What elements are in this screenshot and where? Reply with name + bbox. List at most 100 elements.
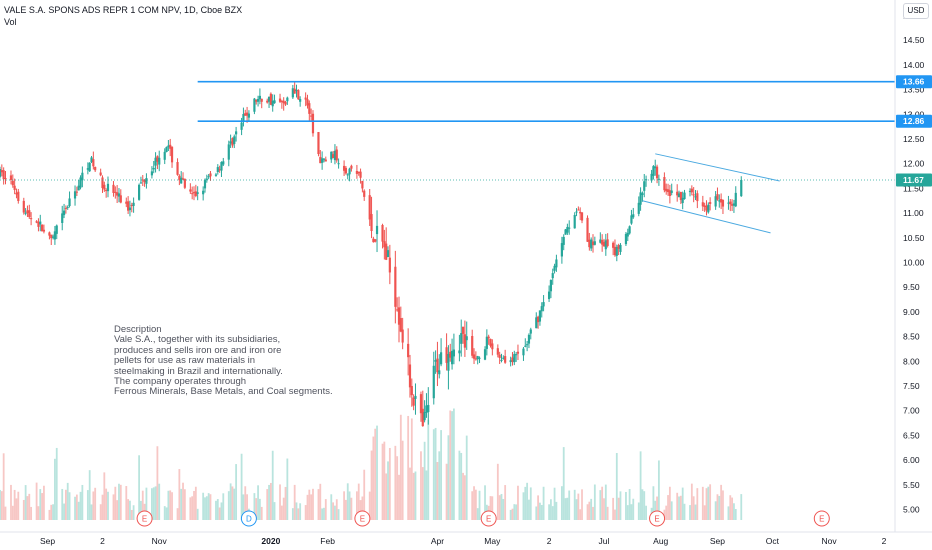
currency-button[interactable]: USD xyxy=(903,3,929,19)
volume-bar xyxy=(323,507,325,520)
volume-bar xyxy=(204,497,206,520)
earnings-marker[interactable]: E xyxy=(480,510,497,527)
candle xyxy=(322,158,326,163)
candle xyxy=(106,176,110,198)
candle-body xyxy=(30,218,33,220)
volume-bar xyxy=(55,447,58,520)
candle xyxy=(169,138,172,157)
candle xyxy=(439,338,443,367)
volume-bar xyxy=(346,483,349,520)
channel-upper-line[interactable] xyxy=(655,153,780,182)
earnings-marker[interactable]: E xyxy=(136,510,153,527)
volume-bar xyxy=(222,493,225,520)
candle-body xyxy=(253,98,256,112)
volume-bar xyxy=(233,488,236,520)
price-tick-label: 11.00 xyxy=(903,208,924,218)
candle-body xyxy=(657,178,660,180)
candle xyxy=(86,162,89,175)
candle xyxy=(419,391,423,422)
candle xyxy=(165,146,168,153)
candle-body xyxy=(619,244,622,252)
candle xyxy=(436,341,439,387)
candle xyxy=(101,175,104,193)
volume-bar xyxy=(500,493,503,520)
candle-body xyxy=(463,334,466,348)
candle-body xyxy=(579,211,582,214)
candle xyxy=(79,175,82,190)
candle-body xyxy=(566,226,569,233)
volume-bar xyxy=(641,489,644,520)
candle xyxy=(216,164,219,175)
candle-body xyxy=(740,180,743,197)
candle-body xyxy=(386,250,390,258)
candle-body xyxy=(434,360,437,362)
candle-body xyxy=(363,190,366,197)
candle-body xyxy=(447,353,450,371)
candle xyxy=(141,175,144,187)
candle xyxy=(180,171,183,184)
candle xyxy=(357,171,360,176)
price-tag-bg xyxy=(896,75,932,89)
candle-body xyxy=(51,236,55,238)
volume-bar xyxy=(440,430,442,520)
candle xyxy=(28,204,31,219)
candle-body xyxy=(498,354,501,358)
volume-bar xyxy=(118,483,120,520)
volume-bar xyxy=(535,506,538,520)
candle-body xyxy=(423,411,426,421)
volume-bar xyxy=(209,494,212,520)
candle xyxy=(105,188,108,198)
candle xyxy=(278,93,282,103)
volume-bar xyxy=(445,463,448,520)
dividend-marker[interactable]: D xyxy=(240,510,257,527)
candle-body xyxy=(540,306,543,312)
candle-body xyxy=(310,115,313,117)
candle-body xyxy=(240,122,243,130)
channel-lower-line[interactable] xyxy=(642,200,771,234)
candle-body xyxy=(679,192,682,201)
volume-bar xyxy=(471,491,474,520)
drawings[interactable] xyxy=(0,80,895,234)
candle xyxy=(2,167,5,185)
earnings-marker[interactable]: E xyxy=(354,510,371,527)
candle xyxy=(62,203,66,219)
candle xyxy=(374,239,377,243)
candle-body xyxy=(116,192,119,196)
candle xyxy=(601,234,604,252)
event-circle xyxy=(354,510,371,527)
candle-body xyxy=(2,170,5,180)
candle xyxy=(68,191,71,208)
volume-bar xyxy=(458,450,461,520)
candle xyxy=(580,212,584,224)
volume-bar xyxy=(401,440,404,520)
volume-bar xyxy=(590,498,593,520)
candle-body xyxy=(267,96,271,102)
candle xyxy=(509,356,512,367)
earnings-marker[interactable]: E xyxy=(813,510,830,527)
candle-body xyxy=(714,196,717,207)
volume-bar xyxy=(548,504,550,520)
volume-bar xyxy=(731,497,734,520)
candle-body xyxy=(668,190,671,196)
volume-bar xyxy=(154,486,157,520)
price-tag-label: 13.66 xyxy=(903,77,925,87)
candle-body xyxy=(716,194,719,200)
candle xyxy=(676,184,679,202)
candle xyxy=(491,339,494,356)
volume-bar xyxy=(630,504,633,520)
earnings-marker[interactable]: E xyxy=(649,510,666,527)
volume-bar xyxy=(489,496,492,520)
candle xyxy=(434,350,437,374)
candle xyxy=(359,168,362,184)
time-tick-label: Apr xyxy=(431,536,444,546)
candle-body xyxy=(732,203,736,206)
volume-bar xyxy=(566,497,569,520)
volume-bar xyxy=(13,489,16,520)
volume-bar xyxy=(178,469,181,520)
time-axis[interactable]: Sep 2 Nov 2020 Feb Apr May 2 Jul Aug Sep Oct Nov 2 xyxy=(40,536,887,546)
candle-body xyxy=(181,178,185,180)
candle xyxy=(194,184,197,198)
candle-body xyxy=(427,404,430,413)
